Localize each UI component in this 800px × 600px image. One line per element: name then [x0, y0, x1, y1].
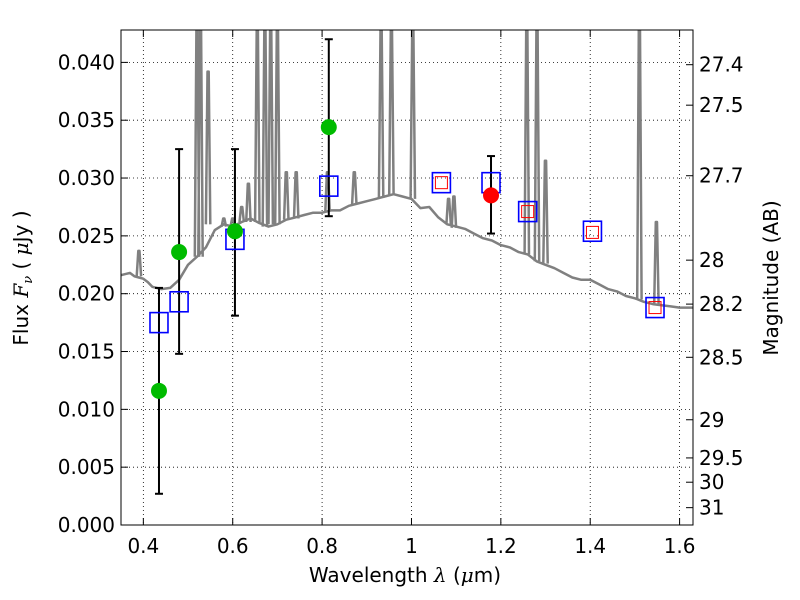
emission-line-spike	[220, 217, 228, 227]
y2-tick-label: 27.7	[699, 164, 744, 188]
emission-line-spike	[267, 30, 275, 225]
y2-tick-label: 28.5	[699, 345, 744, 369]
axes-frame	[120, 29, 694, 526]
x-tick-label: 1.4	[574, 534, 606, 558]
y-tick-label: 0.015	[58, 340, 115, 364]
emission-line-spike	[253, 30, 261, 223]
x-tick-label: 0.6	[217, 534, 249, 558]
emission-line-spike	[377, 30, 385, 198]
observed-photometry-circle	[483, 187, 500, 204]
emission-line-spike	[244, 182, 252, 223]
emission-line-spike	[652, 220, 660, 305]
observed-photometry-circle	[320, 119, 337, 136]
emission-line-spike	[635, 30, 643, 300]
emission-line-spike	[409, 30, 417, 199]
emission-line-spike	[135, 249, 143, 277]
y2-tick-label: 27.4	[699, 53, 744, 77]
plot-area	[121, 30, 693, 495]
emission-line-spike	[292, 171, 300, 219]
emission-line-spike	[261, 30, 269, 227]
y2-tick-label: 29	[699, 408, 724, 432]
y2-tick-label: 29.5	[699, 446, 744, 470]
emission-line-spike	[273, 30, 281, 225]
observed-photometry-square	[434, 176, 448, 190]
observed-photometry-square	[585, 225, 599, 239]
axis-ticks: 0.4 0.6 0.8 1 1.2 1.4 1.6 0.000 0.005 0.010 0.015 0…	[58, 30, 744, 558]
emission-line-spike	[387, 30, 395, 196]
model-photometry-square	[582, 220, 603, 243]
y2-tick-label: 27.5	[699, 93, 744, 117]
observed-photometry-square	[648, 301, 662, 315]
x-axis-label: Wavelength λ (μm)	[309, 563, 501, 587]
y2-tick-label: 30	[699, 470, 724, 494]
y-tick-label: 0.040	[58, 50, 115, 74]
emission-line-spike	[450, 195, 458, 228]
model-photometry-square	[517, 200, 538, 223]
observed-photometry-circle	[171, 244, 188, 261]
y-tick-label: 0.035	[58, 108, 115, 132]
emission-line-spike	[282, 171, 290, 220]
emission-line-spike	[350, 171, 358, 205]
observed-photometry-circle	[226, 223, 243, 240]
emission-line-spike	[204, 70, 212, 225]
x-tick-label: 0.4	[127, 534, 159, 558]
model-photometry-square	[645, 296, 665, 319]
emission-line-spike	[238, 205, 246, 223]
emission-line-spike	[542, 159, 549, 264]
y2-axis-label: Magnitude (AB)	[759, 200, 783, 355]
y2-tick-label: 28.2	[699, 292, 744, 316]
y-tick-label: 0.025	[58, 224, 115, 248]
x-tick-label: 1	[405, 534, 418, 558]
emission-line-spike	[523, 30, 531, 255]
y-tick-label: 0.000	[58, 513, 115, 537]
observed-photometry-square	[521, 205, 535, 219]
model-photometry-square	[169, 290, 189, 313]
y2-tick-label: 31	[699, 496, 724, 520]
y2-tick-label: 28	[699, 248, 724, 272]
model-photometry-square	[431, 171, 452, 194]
emission-line-spike	[197, 30, 204, 257]
x-tick-label: 1.6	[664, 534, 696, 558]
model-photometry-square	[149, 311, 169, 334]
x-tick-label: 0.8	[306, 534, 338, 558]
x-tick-label: 1.2	[485, 534, 517, 558]
y-tick-label: 0.005	[58, 455, 115, 479]
emission-line-spike	[445, 197, 453, 225]
emission-line-spike	[533, 30, 541, 262]
model-photometry-square	[318, 175, 339, 197]
observed-photometry-circle	[150, 382, 167, 399]
y-tick-label: 0.010	[58, 397, 115, 421]
y-tick-label: 0.020	[58, 282, 115, 306]
y-axis-label: Flux Fν ( μJy )	[9, 210, 36, 345]
y-tick-label: 0.030	[58, 166, 115, 190]
grid	[121, 30, 693, 525]
